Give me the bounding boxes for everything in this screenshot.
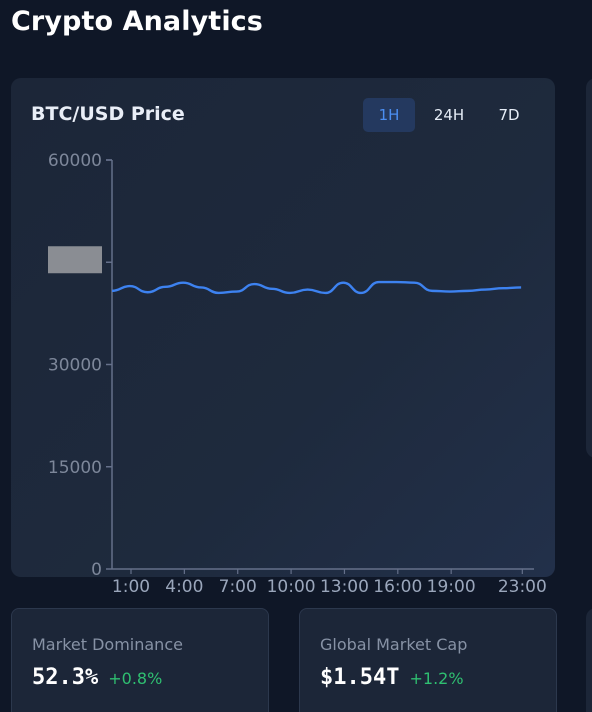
- x-tick-label: 4:00: [165, 577, 203, 597]
- x-tick-label: 23:00: [498, 577, 547, 597]
- timeframe-selector: 1H 24H 7D: [363, 98, 535, 132]
- panel-title: BTC/USD Price: [31, 103, 185, 125]
- stat-change: +0.8%: [108, 669, 163, 688]
- x-tick-label: 19:00: [427, 577, 476, 597]
- x-tick-label: 10:00: [267, 577, 316, 597]
- stat-label: Market Dominance: [32, 635, 183, 654]
- price-series-line: [111, 280, 522, 295]
- market-dominance-card: Market Dominance 52.3% +0.8%: [11, 608, 269, 712]
- y-axis: 0 15000 30000 60000: [48, 151, 113, 580]
- global-market-cap-card: Global Market Cap $1.54T +1.2%: [299, 608, 557, 712]
- y-tick-label: 15000: [48, 458, 102, 478]
- y-tick-label: 30000: [48, 356, 102, 376]
- stat-label: Global Market Cap: [320, 635, 468, 654]
- timeframe-1h-button[interactable]: 1H: [363, 98, 415, 132]
- timeframe-7d-button[interactable]: 7D: [483, 98, 535, 132]
- stat-change: +1.2%: [409, 669, 464, 688]
- y-tick-label: 0: [91, 560, 102, 580]
- x-tick-label: 13:00: [320, 577, 369, 597]
- side-card-peek: [586, 608, 592, 712]
- stat-value-text: 52.3%: [32, 665, 99, 690]
- timeframe-24h-button[interactable]: 24H: [423, 98, 475, 132]
- x-tick-label: 1:00: [112, 577, 150, 597]
- y-tick-label: 60000: [48, 151, 102, 171]
- redacted-tick-label-box: [48, 246, 102, 274]
- btc-price-panel: BTC/USD Price 1H 24H 7D: [11, 78, 555, 577]
- x-tick-label: 16:00: [373, 577, 422, 597]
- side-panel-peek: [586, 78, 592, 458]
- stat-value: $1.54T +1.2%: [320, 665, 464, 690]
- x-axis: 1:00 4:00 7:00 10:00 13:00 16:00 19:00 23:00: [112, 568, 547, 597]
- x-tick-label: 7:00: [219, 577, 257, 597]
- stat-value: 52.3% +0.8%: [32, 665, 162, 690]
- app-title: Crypto Analytics: [11, 6, 263, 37]
- stat-value-text: $1.54T: [320, 665, 400, 690]
- series-group: [111, 280, 522, 295]
